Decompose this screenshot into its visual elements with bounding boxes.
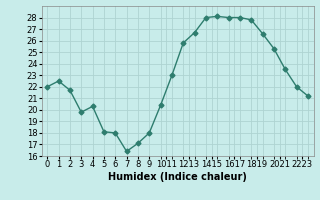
X-axis label: Humidex (Indice chaleur): Humidex (Indice chaleur) xyxy=(108,172,247,182)
